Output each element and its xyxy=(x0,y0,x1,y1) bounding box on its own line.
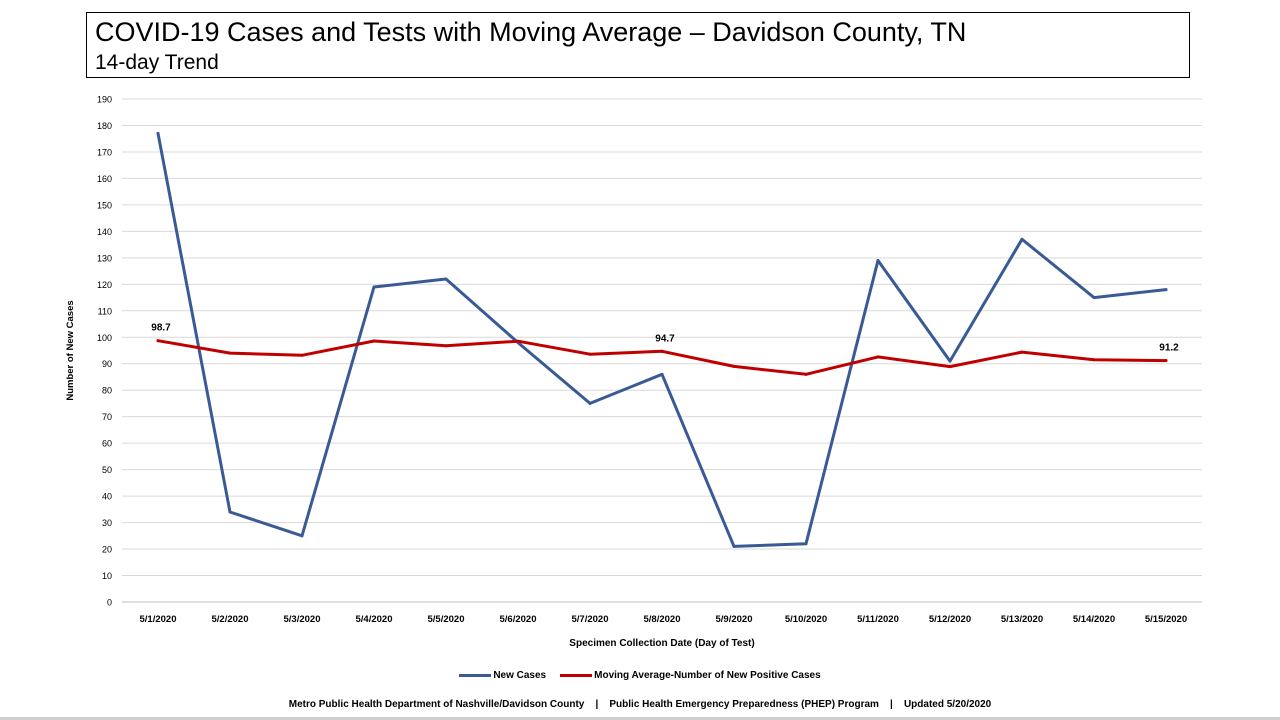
y-tick-label: 40 xyxy=(102,492,112,502)
data-point-moving-average xyxy=(300,353,304,357)
x-tick-label: 5/13/2020 xyxy=(1001,614,1043,625)
chart-title: COVID-19 Cases and Tests with Moving Ave… xyxy=(95,17,967,47)
x-tick-label: 5/2/2020 xyxy=(212,614,249,625)
y-tick-label: 70 xyxy=(102,412,112,422)
data-point-moving-average xyxy=(804,372,808,376)
y-tick-label: 160 xyxy=(97,174,112,184)
data-point-moving-average xyxy=(948,365,952,369)
series-line-moving-average xyxy=(156,339,1168,376)
y-tick-label: 90 xyxy=(102,359,112,369)
y-tick-label: 80 xyxy=(102,386,112,396)
x-tick-label: 5/10/2020 xyxy=(785,614,827,625)
data-point-new-cases xyxy=(876,258,880,262)
y-tick-label: 60 xyxy=(102,439,112,449)
chart-subtitle: 14-day Trend xyxy=(95,51,219,74)
y-tick-label: 50 xyxy=(102,465,112,475)
data-point-moving-average xyxy=(588,352,592,356)
data-point-new-cases xyxy=(372,285,376,289)
data-point-moving-average xyxy=(876,355,880,359)
x-tick-label: 5/6/2020 xyxy=(500,614,537,625)
y-tick-label: 100 xyxy=(97,333,112,343)
y-axis-title: Number of New Cases xyxy=(65,300,76,400)
data-point-new-cases xyxy=(1020,237,1024,241)
x-tick-label: 5/12/2020 xyxy=(929,614,971,625)
legend-swatch-new-cases xyxy=(459,673,492,677)
data-point-moving-average xyxy=(228,351,232,355)
y-tick-label: 110 xyxy=(98,306,112,316)
y-tick-label: 140 xyxy=(97,227,112,237)
x-tick-label: 5/4/2020 xyxy=(356,614,393,625)
data-point-moving-average xyxy=(516,339,520,343)
x-tick-label: 5/1/2020 xyxy=(140,614,177,625)
legend-label-new-cases: New Cases xyxy=(493,669,547,681)
chart-title-box: COVID-19 Cases and Tests with Moving Ave… xyxy=(86,12,1190,78)
y-tick-label: 20 xyxy=(102,545,112,555)
data-point-new-cases xyxy=(660,372,664,376)
data-point-moving-average xyxy=(156,339,160,343)
x-tick-label: 5/9/2020 xyxy=(716,614,753,625)
x-tick-label: 5/5/2020 xyxy=(428,614,465,625)
y-tick-label: 150 xyxy=(97,200,112,210)
x-tick-label: 5/3/2020 xyxy=(284,614,321,625)
data-point-new-cases xyxy=(732,544,736,548)
y-tick-label: 180 xyxy=(97,121,112,131)
data-point-new-cases xyxy=(300,534,304,538)
data-point-new-cases xyxy=(1092,296,1096,300)
legend-swatch-moving-average xyxy=(560,673,593,677)
y-tick-label: 120 xyxy=(97,280,112,290)
data-point-moving-average xyxy=(660,349,664,353)
legend-label-moving-average: Moving Average-Number of New Positive Ca… xyxy=(594,669,821,681)
data-point-new-cases xyxy=(444,277,448,281)
data-point-moving-average xyxy=(372,339,376,343)
x-tick-label: 5/15/2020 xyxy=(1145,614,1187,625)
data-point-new-cases xyxy=(588,401,592,405)
data-label: 94.7 xyxy=(655,333,675,344)
x-tick-label: 5/8/2020 xyxy=(644,614,681,625)
chart-legend: New Cases Moving Average-Number of New P… xyxy=(0,666,1280,684)
data-label: 91.2 xyxy=(1159,343,1179,354)
y-tick-label: 190 xyxy=(97,95,112,105)
y-tick-label: 10 xyxy=(102,571,112,581)
x-tick-label: 5/11/2020 xyxy=(857,614,899,625)
x-tick-label: 5/7/2020 xyxy=(572,614,609,625)
y-tick-label: 0 xyxy=(107,598,112,608)
data-point-moving-average xyxy=(1092,358,1096,362)
legend-item-moving-average: Moving Average-Number of New Positive Ca… xyxy=(560,670,821,681)
data-point-new-cases xyxy=(1164,288,1168,292)
data-point-moving-average xyxy=(444,344,448,348)
data-point-moving-average xyxy=(732,364,736,368)
footer-credits: Metro Public Health Department of Nashvi… xyxy=(288,699,992,710)
data-point-new-cases xyxy=(228,510,232,514)
data-point-new-cases xyxy=(804,542,808,546)
y-tick-label: 170 xyxy=(97,147,112,157)
x-axis-title: Specimen Collection Date (Day of Test) xyxy=(569,638,754,649)
data-point-new-cases xyxy=(948,359,952,363)
data-point-moving-average xyxy=(1164,359,1168,363)
bottom-divider xyxy=(0,717,1280,720)
y-tick-label: 130 xyxy=(97,253,112,263)
data-point-moving-average xyxy=(1020,350,1024,354)
legend-item-new-cases: New Cases xyxy=(459,670,546,681)
x-tick-label: 5/14/2020 xyxy=(1073,614,1115,625)
data-label: 98.7 xyxy=(151,323,171,334)
y-tick-label: 30 xyxy=(102,518,112,528)
data-point-new-cases xyxy=(156,131,160,135)
